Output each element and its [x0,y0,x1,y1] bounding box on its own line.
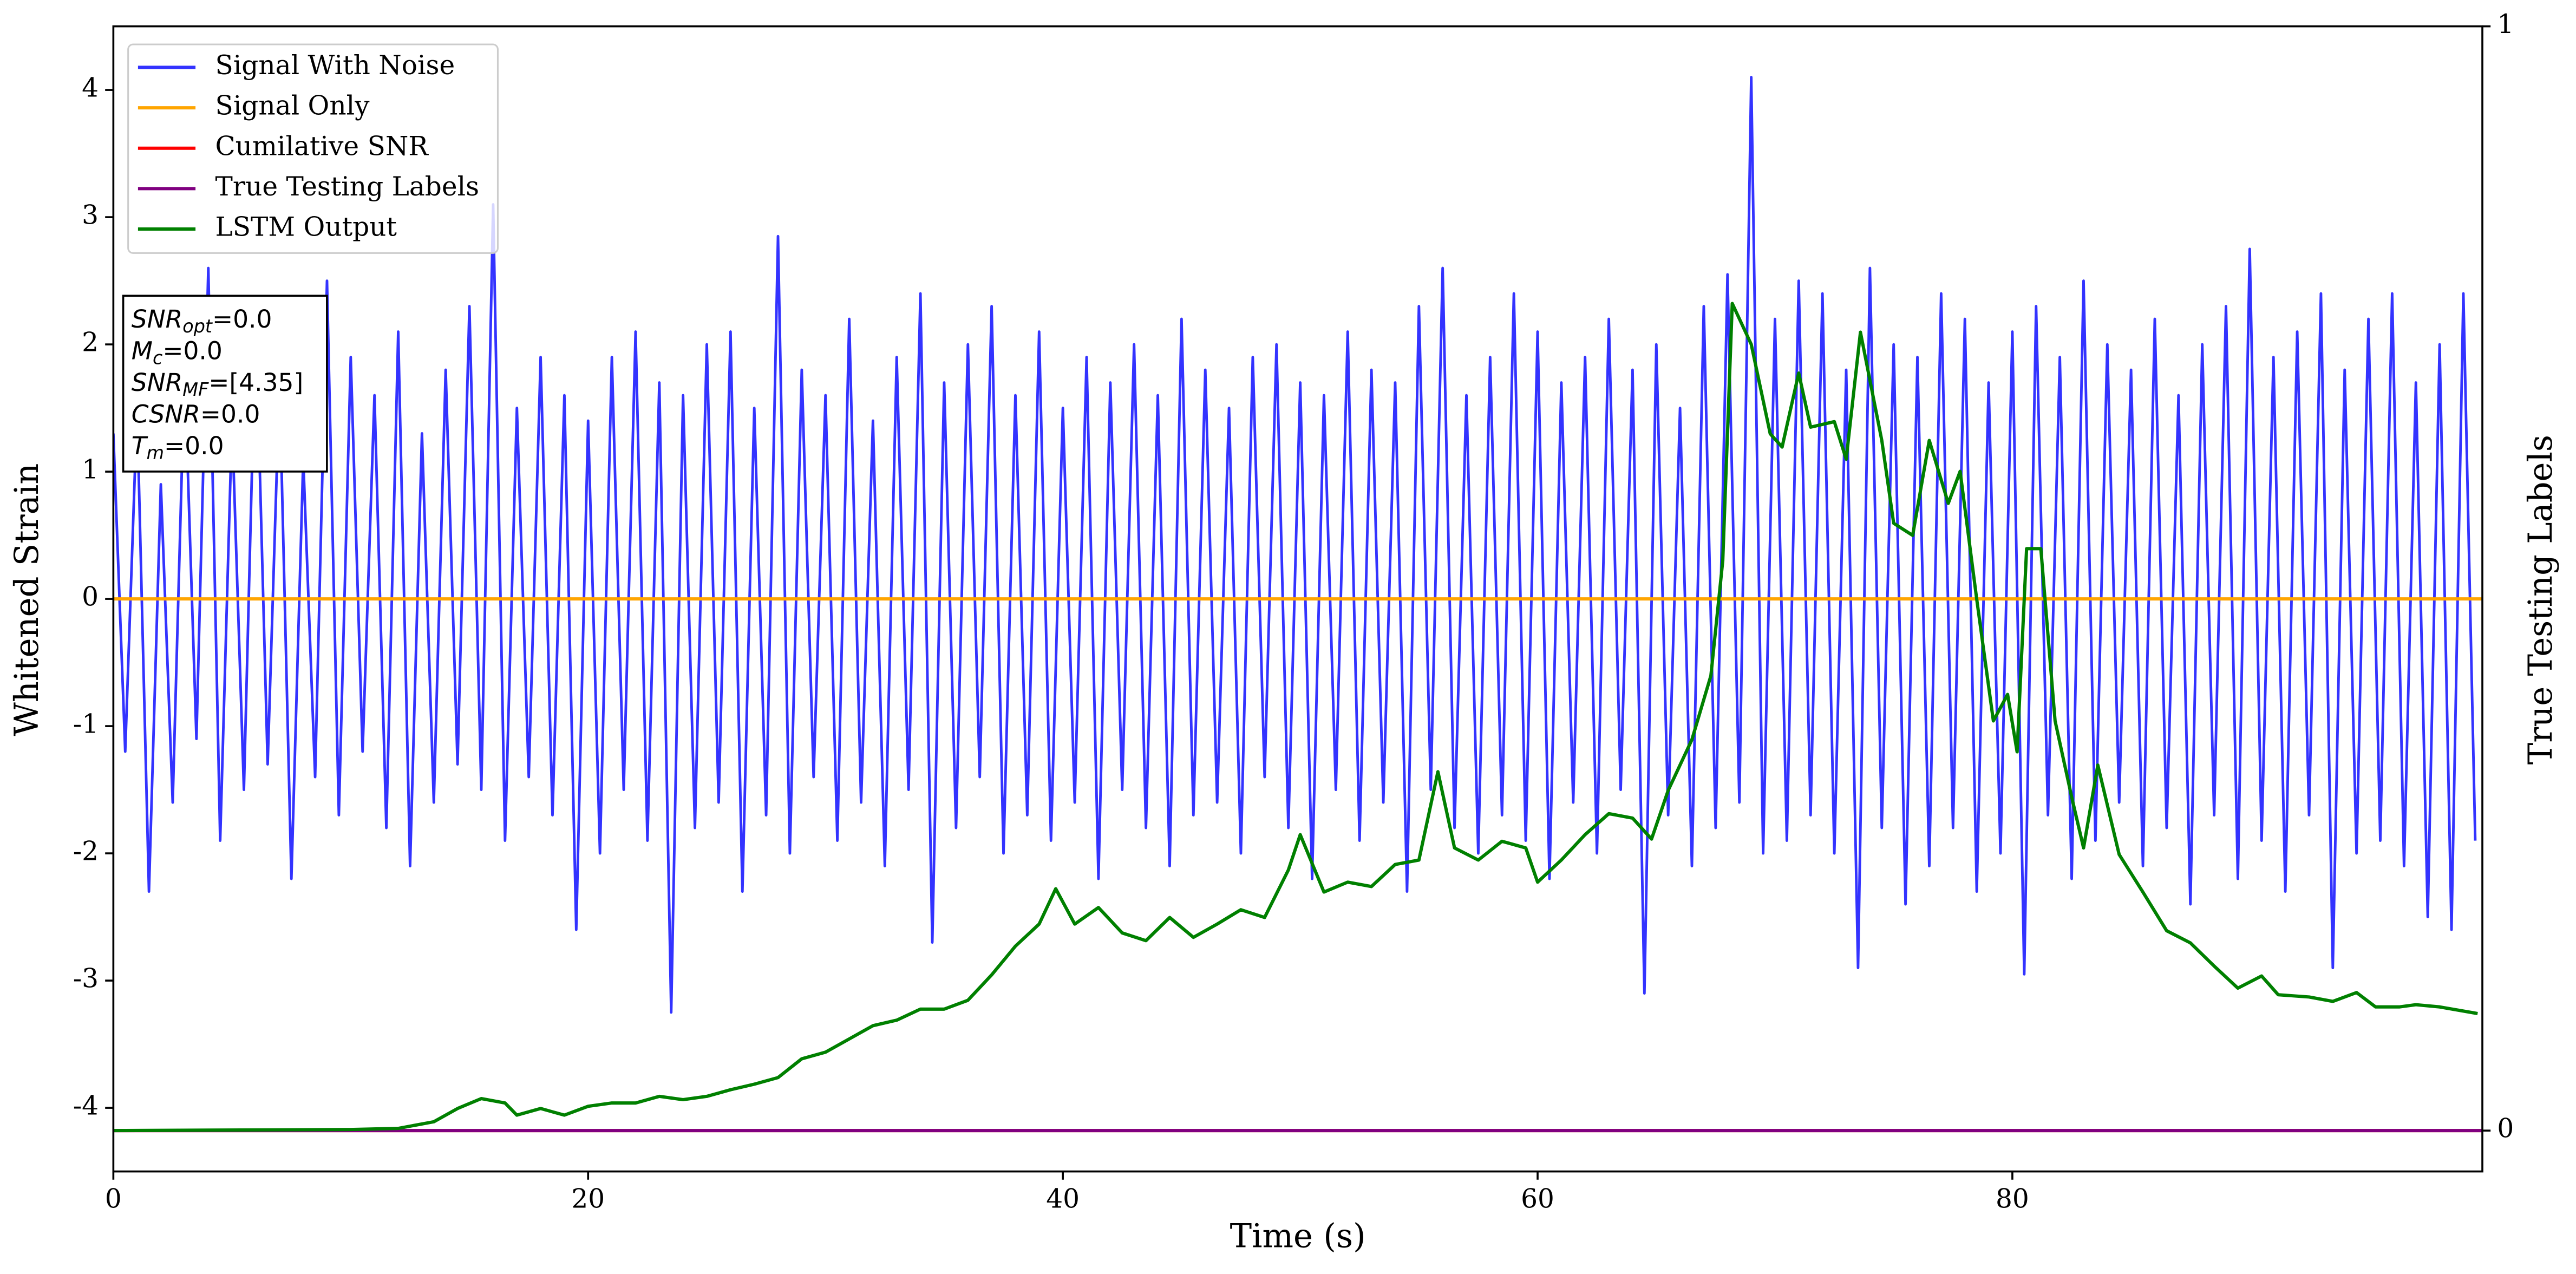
x-axis-label: Time (s) [1230,1218,1366,1256]
annotation-symbol: SNR [132,304,183,333]
annotation-text: SNRopt=0.0 [132,304,272,336]
annotation-text: Tm=0.0 [132,432,224,463]
legend-box [127,43,499,254]
legend-label: Signal Only [215,91,370,121]
series-line [113,302,2478,1133]
annotation-symbol: M [132,336,153,365]
x-tick-label: 80 [1996,1184,2029,1214]
x-tick-label: 0 [105,1184,122,1214]
annotation-subscript: opt [182,315,213,336]
y-tick-label: 0 [82,582,99,612]
y-tick-label: 2 [82,328,99,358]
legend-label: True Testing Labels [215,172,480,202]
annotation-text: Mc=0.0 [132,336,223,368]
annotation-text: CSNR=0.0 [132,400,260,428]
y-tick-label: -1 [73,709,99,740]
legend-label: Cumilative SNR [215,131,429,161]
y-tick-label: -3 [73,964,99,994]
y2-axis-label: True Testing Labels [2522,435,2560,765]
legend-label: Signal With Noise [215,50,455,81]
annotation-subscript: c [153,347,162,368]
annotation-value: =0.0 [164,432,224,460]
y-tick-label: 1 [82,455,99,485]
annotation-subscript: m [147,442,165,463]
y-tick-label: 3 [82,200,99,231]
x-tick-label: 60 [1521,1184,1554,1214]
x-tick-label: 20 [571,1184,605,1214]
annotation-value: =[4.35] [208,368,303,396]
annotation-symbol: SNR [132,368,183,396]
annotation-value: =0.0 [212,304,272,333]
annotation-text: SNRMF=[4.35] [132,368,303,400]
y-tick-label: 4 [82,73,99,103]
annotation-symbol: CSNR [132,400,200,428]
y-axis-label: Whitened Strain [8,463,46,736]
y-tick-label: -4 [73,1091,99,1121]
legend-label: LSTM Output [215,212,397,243]
y2-tick-label: 1 [2497,9,2514,40]
x-tick-label: 40 [1046,1184,1080,1214]
series-line [113,76,2477,1014]
annotation-value: =0.0 [162,336,222,365]
annotation-value: =0.0 [200,400,260,428]
annotation-box [122,295,328,473]
annotation-subscript: MF [182,379,209,400]
annotation-symbol: T [132,432,148,460]
y-tick-label: -2 [73,837,99,867]
y2-tick-label: 0 [2497,1114,2514,1144]
